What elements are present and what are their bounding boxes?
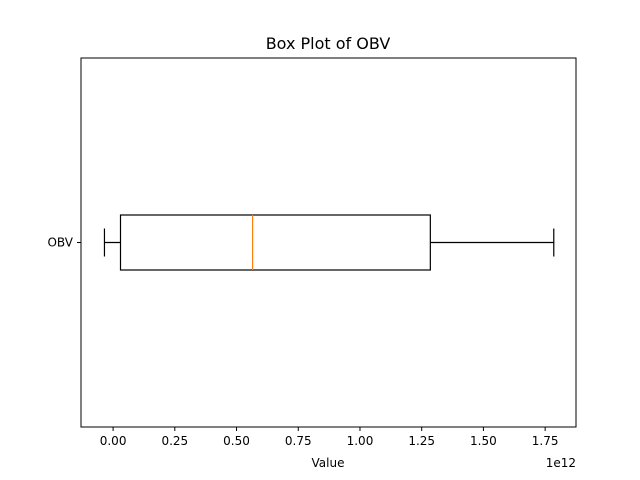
x-tick-label: 1.00 [347,434,374,448]
box-obv [119,214,431,271]
x-tick-label: 1.50 [470,434,497,448]
x-tick-label: 1.75 [532,434,559,448]
x-axis-label: Value [312,456,345,470]
y-tick-label-obv: OBV [47,236,73,250]
x-tick-label: 0.50 [223,434,250,448]
x-tick-label: 0.00 [100,434,127,448]
x-axis-offset-label: 1e12 [546,456,576,470]
plot-area: OBV 0.00 0.25 0.50 0.75 1.00 1.25 1.50 1.75 [47,57,577,448]
x-tick-label: 0.25 [161,434,188,448]
axes-frame [80,57,577,428]
x-tick-label: 0.75 [285,434,312,448]
chart-title: Box Plot of OBV [266,34,391,53]
x-tick-label: 1.25 [408,434,435,448]
